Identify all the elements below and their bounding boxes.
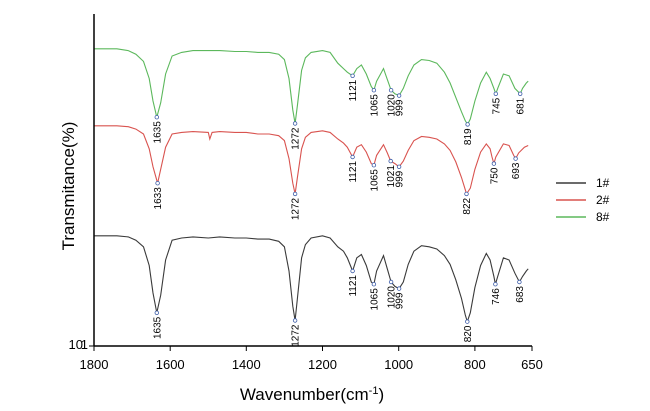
series-line-0 bbox=[94, 235, 529, 324]
x-tick-label: 650 bbox=[521, 357, 543, 372]
peak-label: 999 bbox=[395, 170, 406, 187]
peak-marker bbox=[371, 87, 377, 93]
peak-label: 1121 bbox=[348, 79, 359, 101]
x-tick-label: 1000 bbox=[384, 357, 413, 372]
peak-marker bbox=[292, 191, 298, 197]
peak-marker bbox=[155, 180, 160, 186]
x-ticks: 1800 1600 1400 1200 1000 800 650 bbox=[80, 346, 543, 372]
series-line-2 bbox=[94, 48, 529, 126]
peak-marker bbox=[350, 154, 355, 160]
peak-marker bbox=[396, 164, 402, 169]
peak-label: 820 bbox=[463, 325, 474, 342]
y-axis-title: Transmitance(%) bbox=[59, 122, 78, 251]
peak-marker bbox=[371, 282, 377, 287]
peak-label: 1121 bbox=[348, 275, 359, 297]
peak-label: 1065 bbox=[369, 288, 380, 311]
peak-label: 745 bbox=[491, 97, 502, 114]
x-tick-label: 1400 bbox=[232, 357, 261, 372]
peak-marker bbox=[518, 91, 523, 96]
x-axis-title-suffix: ) bbox=[378, 385, 384, 404]
peak-marker bbox=[396, 93, 402, 98]
peak-label: 1272 bbox=[291, 324, 302, 347]
peak-label: 1020 bbox=[387, 286, 398, 309]
peak-label: 1272 bbox=[291, 197, 302, 220]
peak-marker bbox=[371, 162, 377, 168]
peak-label: 746 bbox=[491, 288, 502, 305]
x-tick-label: 1600 bbox=[156, 357, 185, 372]
x-axis-title: Wavenumber(cm-1) bbox=[240, 385, 384, 404]
legend-label: 1# bbox=[596, 176, 610, 190]
peak-marker bbox=[491, 161, 497, 166]
x-tick-label: 800 bbox=[464, 357, 486, 372]
peak-marker bbox=[396, 286, 402, 291]
x-axis-title-sup: -1 bbox=[369, 385, 379, 397]
peak-marker bbox=[388, 158, 393, 164]
peak-label: 681 bbox=[516, 97, 527, 114]
peak-label: 693 bbox=[511, 162, 522, 179]
peak-marker bbox=[154, 114, 159, 120]
x-axis-title-main: Wavenumber(cm bbox=[240, 385, 369, 404]
x-tick-label: 1200 bbox=[308, 357, 337, 372]
peak-marker bbox=[154, 310, 159, 315]
peak-label: 819 bbox=[463, 128, 474, 145]
peak-label: 1635 bbox=[152, 121, 163, 144]
peak-label: 1633 bbox=[153, 187, 164, 210]
y-tick-label-10: 10 bbox=[69, 337, 83, 352]
peak-label: 1635 bbox=[152, 316, 163, 339]
peak-label: 1272 bbox=[291, 127, 302, 150]
peak-label: 1021 bbox=[386, 165, 397, 188]
peak-marker bbox=[493, 282, 498, 287]
peak-marker bbox=[292, 121, 298, 126]
peak-marker bbox=[465, 122, 470, 127]
peak-label: 1065 bbox=[369, 169, 380, 192]
x-tick-label: 1800 bbox=[80, 357, 109, 372]
peak-marker bbox=[350, 73, 355, 78]
peak-marker bbox=[517, 279, 522, 285]
peak-label: 822 bbox=[462, 197, 473, 214]
peak-marker bbox=[464, 191, 469, 197]
peak-label: 999 bbox=[395, 292, 406, 309]
peak-marker bbox=[388, 279, 394, 285]
peak-marker bbox=[388, 87, 394, 93]
peak-label: 683 bbox=[515, 286, 526, 303]
legend-label: 2# bbox=[596, 193, 610, 207]
peak-marker bbox=[350, 268, 355, 274]
series-line-1 bbox=[94, 125, 529, 196]
legend: 1# 2# 8# bbox=[556, 176, 610, 224]
peak-label: 999 bbox=[395, 99, 406, 116]
y-tick-label-1: 1 bbox=[81, 337, 88, 352]
legend-label: 8# bbox=[596, 210, 610, 224]
peak-label: 1065 bbox=[369, 94, 380, 117]
series-layer bbox=[94, 48, 529, 324]
peak-label: 1121 bbox=[348, 161, 359, 183]
peak-label: 1020 bbox=[387, 94, 398, 117]
peak-marker bbox=[465, 319, 470, 324]
peak-label: 750 bbox=[489, 167, 500, 184]
peak-marker bbox=[292, 318, 298, 323]
peak-marker bbox=[493, 91, 498, 96]
peak-marker bbox=[513, 156, 518, 161]
peak-marker-layer bbox=[154, 73, 523, 324]
